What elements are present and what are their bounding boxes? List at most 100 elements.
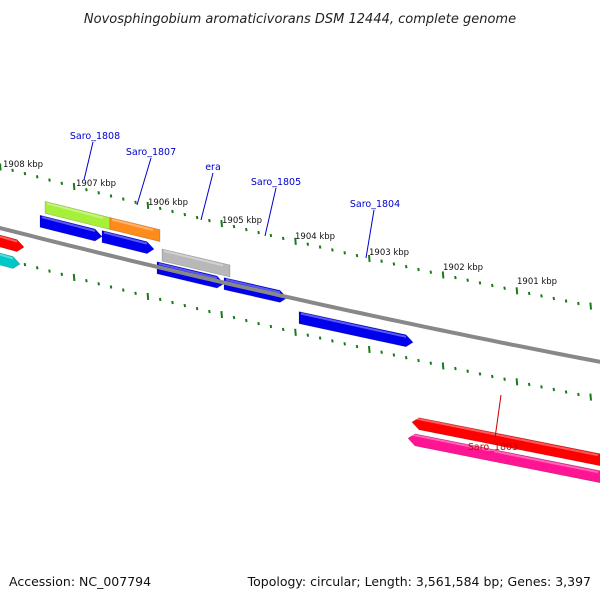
kbp-labels: 1908 kbp 1907 kbp 1906 kbp 1905 kbp 1904… (3, 160, 557, 287)
kbp-label-1903: 1903 kbp (369, 248, 409, 258)
leader-line-saro-1804 (365, 209, 375, 259)
leader-line-era (200, 172, 214, 221)
minor-tick (306, 242, 310, 246)
minor-tick (257, 321, 260, 326)
major-tick (515, 287, 519, 295)
major-tick (589, 302, 592, 310)
minor-tick (429, 361, 433, 365)
minor-tick (417, 267, 420, 272)
minor-tick (318, 245, 322, 249)
minor-tick (503, 286, 506, 290)
gene-saro-1807[interactable] (109, 217, 161, 242)
minor-tick (404, 265, 408, 269)
kbp-label-1902: 1902 kbp (443, 263, 483, 273)
gene-red-left-highlight (0, 235, 18, 243)
kbp-label-1906: 1906 kbp (148, 198, 188, 208)
gene-saro-1804-body[interactable] (298, 311, 414, 348)
minor-tick (331, 248, 334, 252)
gene-cyan-left[interactable] (0, 252, 21, 269)
minor-tick (85, 279, 88, 283)
gene-blue-b-highlight (103, 231, 148, 245)
gene-red-left[interactable] (0, 234, 25, 252)
gene-blue-b[interactable] (101, 230, 155, 254)
minor-tick (158, 206, 162, 211)
minor-tick (23, 171, 27, 176)
major-tick (146, 292, 150, 300)
minor-tick (245, 227, 248, 232)
minor-tick (306, 333, 310, 337)
gene-track (0, 201, 600, 484)
minor-tick (355, 344, 359, 349)
major-tick (72, 182, 76, 191)
minor-tick (540, 294, 543, 298)
minor-tick (134, 200, 137, 204)
minor-tick (491, 283, 494, 288)
kbp-label-1908: 1908 kbp (3, 160, 43, 170)
gene-label-saro-1808[interactable]: Saro_1808 (70, 131, 120, 142)
minor-tick (232, 224, 236, 229)
minor-tick (134, 291, 137, 295)
minor-tick (195, 215, 199, 220)
major-tick (589, 393, 592, 401)
minor-tick (23, 262, 27, 267)
gene-saro-1804-body-highlight (300, 312, 407, 338)
major-tick (72, 273, 76, 282)
gene-blue-a[interactable] (39, 214, 103, 242)
accession-text: Accession: NC_007794 (9, 574, 151, 589)
minor-tick (527, 382, 531, 387)
gene-red-right-highlight (413, 417, 599, 457)
minor-tick (48, 269, 51, 273)
minor-tick (109, 285, 113, 289)
minor-tick (503, 377, 506, 381)
major-tick (146, 201, 150, 209)
minor-tick (392, 353, 396, 357)
minor-tick (269, 324, 273, 329)
minor-tick (404, 356, 408, 360)
gene-label-saro-1805[interactable]: Saro_1805 (251, 177, 301, 188)
minor-tick (183, 303, 187, 308)
minor-tick (195, 306, 199, 311)
minor-tick (564, 299, 568, 303)
major-tick (294, 328, 297, 336)
minor-tick (122, 197, 125, 201)
gene-saro-1803[interactable] (407, 433, 600, 484)
minor-tick (60, 181, 64, 185)
gene-era[interactable] (161, 248, 231, 278)
genome-summary-text: Topology: circular; Length: 3,561,584 bp… (247, 574, 591, 589)
minor-tick (208, 309, 211, 314)
gene-label-saro-1807[interactable]: Saro_1807 (126, 147, 176, 158)
minor-tick (257, 230, 260, 235)
minor-tick (122, 288, 125, 292)
major-tick (220, 220, 223, 228)
leader-line-saro-1805 (264, 187, 277, 237)
outer-tick-ring (0, 163, 592, 310)
major-tick (294, 237, 297, 245)
gene-red-right[interactable] (411, 417, 600, 467)
gene-blue-c-highlight (158, 262, 218, 279)
minor-tick (392, 262, 396, 266)
minor-tick (97, 282, 100, 286)
minor-tick (85, 188, 88, 192)
minor-tick (380, 350, 383, 354)
kbp-label-1904: 1904 kbp (295, 232, 335, 242)
minor-tick (478, 281, 482, 285)
minor-tick (97, 191, 100, 195)
minor-tick (331, 339, 334, 343)
minor-tick (577, 392, 580, 397)
minor-tick (417, 358, 420, 363)
major-tick (368, 254, 371, 262)
gene-label-saro-1803[interactable]: Saro_1803 (468, 442, 518, 453)
minor-tick (577, 301, 580, 306)
minor-tick (564, 390, 568, 394)
leader-line-saro-1808 (83, 141, 94, 181)
minor-tick (552, 387, 556, 392)
minor-tick (183, 212, 187, 217)
gene-label-saro-1804[interactable]: Saro_1804 (350, 199, 400, 210)
major-tick (441, 362, 445, 370)
minor-tick (232, 315, 236, 320)
minor-tick (466, 369, 469, 373)
gene-era-highlight (163, 250, 224, 267)
minor-tick (478, 372, 482, 376)
gene-label-era[interactable]: era (205, 162, 221, 173)
